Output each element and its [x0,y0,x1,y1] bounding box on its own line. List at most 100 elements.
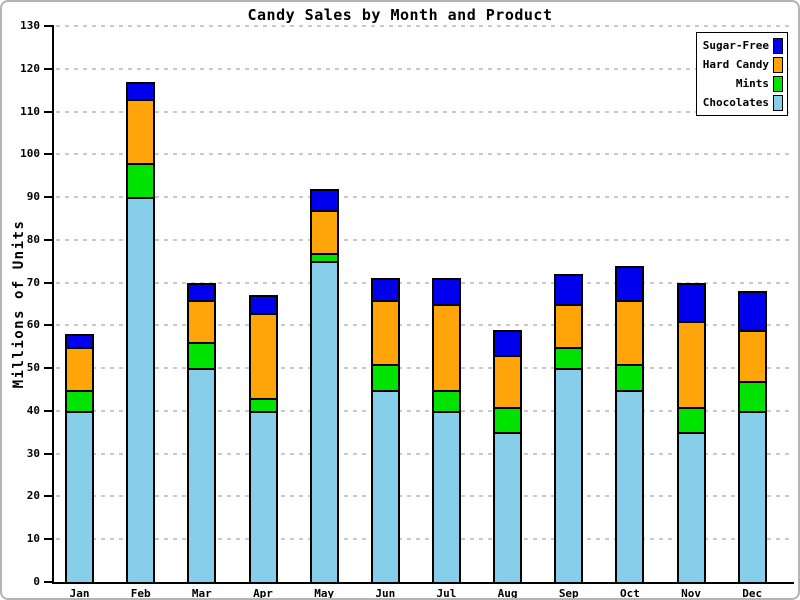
legend-swatch-icon [773,94,783,111]
bar-segment-jun-sugar-free [370,278,400,300]
y-tick-label: 30 [26,446,40,460]
bar-segment-sep-hard-candy [554,304,584,347]
bar-segment-apr-hard-candy [248,312,278,399]
y-axis-line [52,25,54,584]
bar-segment-jul-hard-candy [431,304,461,390]
bar-segment-sep-sugar-free [554,274,584,304]
legend-label: Sugar-Free [702,39,769,52]
bar-segment-may-chocolates [309,261,339,582]
bar-segment-jul-mints [431,389,461,411]
legend-swatch-icon [773,37,783,54]
bar-segment-sep-mints [554,346,584,369]
legend-label: Hard Candy [702,58,769,71]
x-tick-label-jan: Jan [69,587,90,600]
bar-segment-nov-sugar-free [676,282,706,322]
x-tick-label-may: May [314,587,335,600]
bar-segment-jun-hard-candy [370,299,400,364]
bar-segment-oct-sugar-free [615,265,645,300]
bar-segment-apr-sugar-free [248,295,278,313]
x-tick-label-aug: Aug [497,587,518,600]
bar-segment-nov-mints [676,406,706,433]
y-axis-tick [44,324,54,327]
y-axis-tick [44,281,54,284]
bar-segment-aug-sugar-free [493,329,523,356]
gridline [56,495,792,498]
bar-segment-oct-mints [615,363,645,390]
y-axis-tick [44,110,54,113]
gridline [56,153,792,156]
bar-segment-feb-chocolates [126,197,156,582]
x-tick-label-apr: Apr [253,587,273,600]
bar-segment-jan-hard-candy [65,346,95,390]
y-tick-label: 20 [26,489,40,503]
y-tick-label: 70 [26,275,40,289]
bar-segment-jan-chocolates [65,410,95,582]
y-axis-tick [44,495,54,498]
bar-segment-aug-hard-candy [493,355,523,407]
y-axis-tick [44,452,54,455]
bar-segment-feb-hard-candy [126,98,156,163]
y-axis-tick [44,367,54,370]
y-tick-label: 120 [20,61,40,75]
gridline [56,67,792,70]
legend-label: Mints [735,77,769,90]
gridline [56,452,792,455]
bar-segment-jun-chocolates [370,389,400,582]
bar-segment-apr-mints [248,398,278,411]
gridline [56,409,792,412]
bar-segment-may-sugar-free [309,188,339,210]
legend-swatch-icon [773,56,783,73]
gridline [56,324,792,327]
bar-segment-jun-mints [370,363,400,390]
x-tick-label-sep: Sep [558,587,579,600]
bar-segment-mar-chocolates [187,368,217,582]
x-tick-label-jun: Jun [375,587,396,600]
y-axis-tick [44,196,54,199]
y-axis-tick [44,538,54,541]
y-axis-tick [44,67,54,70]
bar-segment-jan-mints [65,389,95,411]
y-tick-label: 90 [26,190,40,204]
y-tick-label: 130 [20,19,40,32]
y-tick-label: 110 [20,104,40,118]
bar-segment-may-hard-candy [309,209,339,253]
y-tick-label: 80 [26,232,40,246]
x-axis-line [52,582,794,584]
bar-segment-dec-sugar-free [737,291,767,330]
bar-segment-dec-hard-candy [737,329,767,381]
legend-item-sugar-free: Sugar-Free [701,36,783,55]
y-axis-tick [44,581,54,583]
gridline [56,367,792,370]
bar-segment-jul-sugar-free [431,278,461,304]
bar-segment-mar-sugar-free [187,282,217,300]
y-tick-label: 100 [20,147,40,161]
bar-segment-sep-chocolates [554,368,584,582]
x-tick-label-jul: Jul [436,587,457,600]
bar-segment-dec-mints [737,380,767,411]
legend-item-chocolates: Chocolates [701,93,783,112]
bar-segment-oct-hard-candy [615,299,645,364]
legend-item-mints: Mints [701,74,783,93]
y-tick-label: 50 [26,361,40,375]
y-tick-label: 60 [26,318,40,332]
x-tick-label-nov: Nov [681,587,701,600]
gridline [56,538,792,541]
bar-segment-dec-chocolates [737,410,767,582]
bar-segment-apr-chocolates [248,410,278,582]
x-tick-label-feb: Feb [130,587,151,600]
bar-segment-aug-chocolates [493,432,523,582]
gridline [56,238,792,241]
y-axis-tick [44,409,54,412]
y-axis-tick [44,238,54,241]
legend-swatch-icon [773,75,783,92]
bar-segment-nov-chocolates [676,432,706,582]
y-tick-label: 40 [26,403,40,417]
legend-label: Chocolates [702,96,769,109]
bar-segment-mar-mints [187,342,217,369]
gridline [56,196,792,199]
bar-segment-aug-mints [493,406,523,433]
chart-title: Candy Sales by Month and Product [247,6,553,24]
gridline [56,281,792,284]
y-axis-tick [44,25,54,27]
